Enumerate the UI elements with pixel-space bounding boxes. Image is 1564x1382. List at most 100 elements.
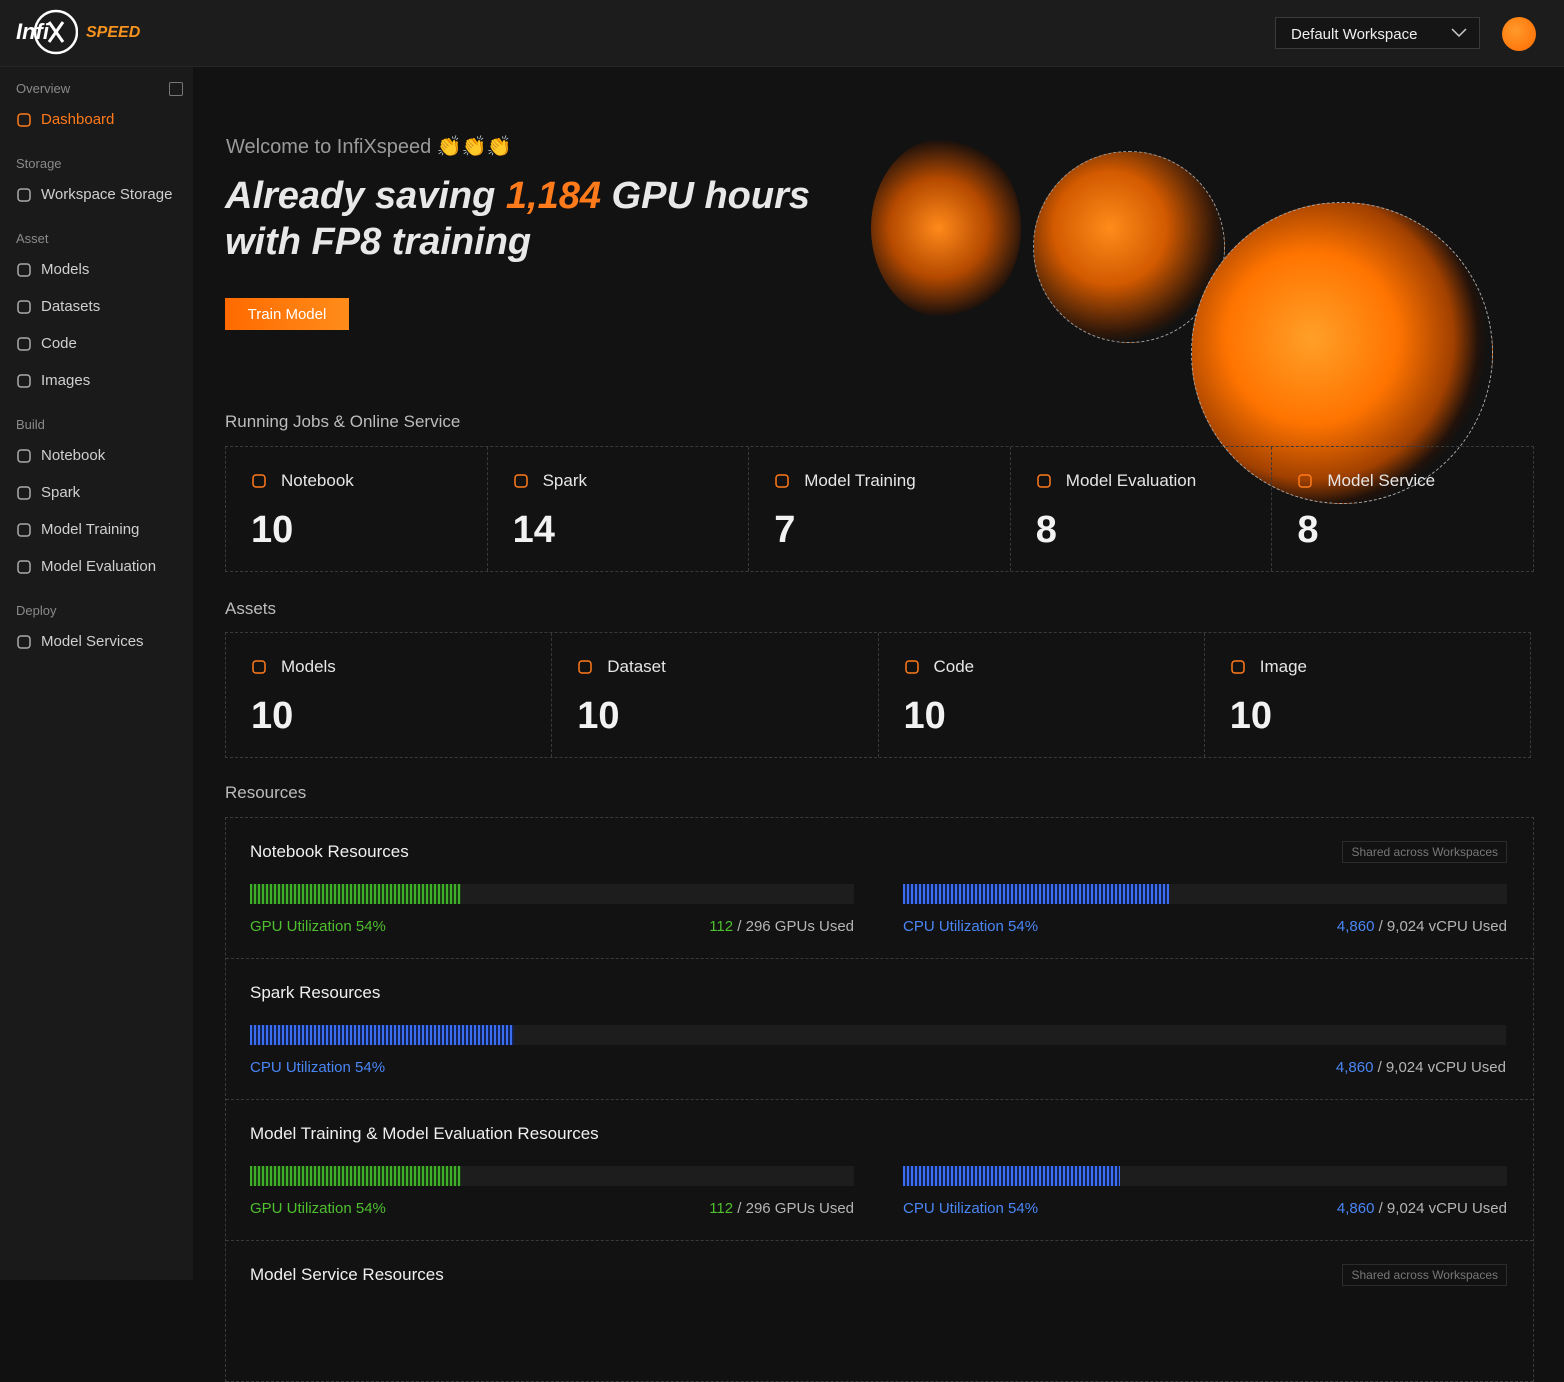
- card-label-row: Model Training: [774, 469, 1010, 493]
- card[interactable]: Notebook 10: [226, 447, 488, 571]
- icon: [17, 187, 31, 202]
- card-label-row: Model Service: [1297, 469, 1533, 493]
- resource-panel: Notebook Resources Shared across Workspac…: [226, 818, 1533, 959]
- nav-item[interactable]: Spark: [16, 474, 184, 511]
- meter-track: [903, 1166, 1507, 1186]
- badge: Shared across Workspaces: [1342, 841, 1507, 863]
- icon: [252, 660, 266, 674]
- headline-text: GPU hours with FP8 training: [225, 175, 811, 263]
- meter-label: GPU Utilization 54%: [250, 1200, 386, 1217]
- meter-label: GPU Utilization 54%: [250, 918, 386, 935]
- card[interactable]: Code 10: [879, 633, 1205, 757]
- panel-title: Spark Resources: [250, 983, 381, 1002]
- workspace-name: Default Workspace: [1291, 26, 1418, 43]
- meter: GPU Utilization 54% 112 / 296 GPUs Used: [250, 1166, 854, 1226]
- card[interactable]: Dataset 10: [552, 633, 879, 757]
- icon: [513, 474, 528, 488]
- nav-section: Build: [16, 417, 45, 432]
- icon: [17, 262, 31, 277]
- nav-section: Asset: [16, 231, 49, 246]
- nav-label: Notebook: [41, 447, 106, 464]
- card[interactable]: Image 10: [1205, 633, 1530, 757]
- meter-usage: 4,860 / 9,024 vCPU Used: [1337, 1200, 1507, 1217]
- resource-panel: Model Training & Model Evaluation Resour…: [226, 1100, 1533, 1241]
- icon: [17, 336, 31, 351]
- card-label: Models: [281, 657, 336, 676]
- card[interactable]: Spark 14: [488, 447, 750, 571]
- card-label: Model Evaluation: [1065, 471, 1197, 490]
- meter-bar: [250, 1025, 514, 1045]
- card-label: Spark: [542, 471, 588, 490]
- nav-item[interactable]: Dashboard: [16, 101, 184, 138]
- logo-suffix: SPEED: [86, 24, 141, 41]
- nav-item[interactable]: Notebook: [16, 437, 184, 474]
- panel-title: Model Service Resources: [250, 1265, 444, 1284]
- card-label: Code: [933, 657, 975, 676]
- card-label: Model Service: [1327, 471, 1436, 490]
- card[interactable]: Model Evaluation 8: [1011, 447, 1273, 571]
- icon: [1231, 660, 1245, 674]
- nav-item[interactable]: Models: [16, 251, 184, 288]
- nav-label: Code: [41, 335, 77, 352]
- card-label-row: Spark: [513, 469, 749, 493]
- resource-panel: Spark Resources CPU Utilization 54% 4,860 …: [226, 959, 1533, 1100]
- card-value: 8: [1035, 509, 1057, 551]
- meter-label: CPU Utilization 54%: [903, 918, 1039, 935]
- meter-usage: 112 / 296 GPUs Used: [709, 918, 854, 935]
- resource-panel: Model Service Resources Shared across Wor…: [226, 1241, 1533, 1382]
- icon: [17, 373, 31, 388]
- meter-usage: 4,860 / 9,024 vCPU Used: [1336, 1059, 1506, 1076]
- nav-item[interactable]: Model Services: [16, 623, 184, 660]
- used: 4,860: [1336, 918, 1375, 935]
- icon: [17, 634, 31, 649]
- nav-item[interactable]: Workspace Storage: [16, 176, 184, 213]
- card[interactable]: Model Training 7: [749, 447, 1011, 571]
- card-value: 10: [251, 695, 294, 737]
- total: / 9,024 vCPU Used: [1377, 1059, 1506, 1076]
- meter-text: GPU Utilization 54% 112 / 296 GPUs Used: [250, 1200, 854, 1217]
- nav-item[interactable]: Images: [16, 362, 184, 399]
- workspace-select[interactable]: Default Workspace: [1275, 17, 1480, 49]
- card[interactable]: Models 10: [226, 633, 553, 757]
- card-label-row: Code: [904, 655, 1204, 679]
- used: 4,860: [1335, 1059, 1374, 1076]
- nav-label: Images: [41, 372, 91, 389]
- train-button[interactable]: Train Model: [225, 298, 349, 330]
- meter-track: [250, 1166, 854, 1186]
- card-label: Notebook: [281, 471, 354, 490]
- card-value: 10: [251, 509, 294, 551]
- card-label-row: Dataset: [577, 655, 877, 679]
- card-value: 10: [577, 695, 620, 737]
- used: 112: [709, 918, 734, 935]
- card-value: 8: [1297, 509, 1319, 551]
- meter: CPU Utilization 54% 4,860 / 9,024 vCPU Us…: [903, 884, 1507, 944]
- card-label-row: Models: [251, 655, 551, 679]
- nav-item[interactable]: Model Training: [16, 511, 184, 548]
- panel-title: Model Training & Model Evaluation Resour…: [250, 1124, 599, 1143]
- nav-item[interactable]: Datasets: [16, 288, 184, 325]
- nav-item[interactable]: Code: [16, 325, 184, 362]
- nav-label: Datasets: [41, 298, 101, 315]
- job-cards: Notebook 10 Spark 14 Model Training 7 Model Ev…: [225, 446, 1534, 572]
- meter-text: CPU Utilization 54% 4,860 / 9,024 vCPU Us…: [250, 1059, 1506, 1076]
- orb: [1191, 202, 1493, 504]
- meter-text: CPU Utilization 54% 4,860 / 9,024 vCPU Us…: [903, 1200, 1507, 1217]
- nav-label: Model Evaluation: [41, 558, 157, 575]
- chevron: [1451, 28, 1467, 38]
- nav-item[interactable]: Model Evaluation: [16, 548, 184, 585]
- nav-section: Deploy: [16, 603, 57, 618]
- card[interactable]: Model Service 8: [1272, 447, 1533, 571]
- icon: [17, 112, 31, 127]
- nav-section: Storage: [16, 156, 62, 171]
- meter-usage: 4,860 / 9,024 vCPU Used: [1337, 918, 1507, 935]
- total: / 9,024 vCPU Used: [1378, 918, 1507, 935]
- icon: [17, 299, 31, 314]
- collapse-button[interactable]: [169, 82, 183, 96]
- icon: [775, 474, 789, 488]
- meter-bar: [250, 884, 462, 904]
- orb: [1033, 151, 1225, 343]
- meter-text: GPU Utilization 54% 112 / 296 GPUs Used: [250, 918, 854, 935]
- avatar[interactable]: [1502, 17, 1536, 51]
